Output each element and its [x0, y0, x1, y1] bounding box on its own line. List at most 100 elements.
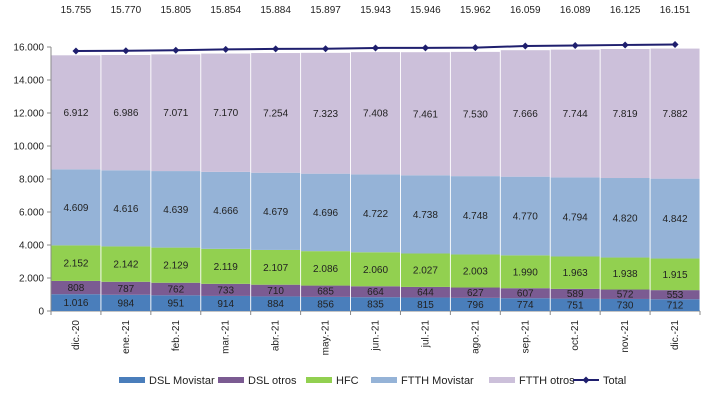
bar-segment: [51, 280, 101, 295]
segment-label: 796: [467, 300, 484, 311]
segment-label: 1.990: [513, 267, 538, 278]
segment-label: 4.738: [413, 210, 438, 221]
segment-label: 7.461: [413, 109, 438, 120]
segment-label: 984: [118, 298, 135, 309]
bar-segment: [351, 52, 400, 175]
legend-marker: [582, 376, 590, 384]
total-label: 15.770: [111, 5, 142, 16]
legend-label: DSL Movistar: [149, 375, 215, 387]
total-point: [372, 44, 379, 52]
bar-segment: [500, 288, 550, 299]
legend-label: HFC: [336, 375, 359, 387]
x-tick-label: abr.-21: [271, 320, 282, 352]
segment-label: 664: [367, 287, 384, 298]
segment-label: 2.119: [214, 262, 239, 273]
segment-label: 7.666: [513, 109, 538, 120]
segment-label: 1.963: [563, 268, 588, 279]
segment-label: 2.086: [313, 264, 338, 275]
bar-segment: [51, 294, 101, 311]
bar-segment: [650, 290, 700, 300]
segment-label: 4.696: [313, 208, 338, 219]
total-point: [671, 41, 679, 49]
bar-segment: [101, 55, 151, 171]
total-point: [471, 44, 479, 52]
bar-segment: [101, 170, 151, 247]
segment-label: 787: [118, 284, 135, 295]
segment-label: 751: [567, 300, 584, 311]
segment-label: 1.016: [63, 298, 88, 309]
bar-segment: [251, 284, 301, 297]
bar-segment: [151, 247, 201, 283]
segment-label: 7.254: [263, 108, 288, 119]
segment-label: 7.323: [313, 109, 338, 120]
x-tick-label: ene.-21: [121, 320, 132, 354]
total-label: 16.125: [610, 5, 641, 16]
bar-segment: [251, 53, 301, 173]
segment-label: 4.609: [63, 203, 88, 214]
bar-segment: [450, 176, 500, 255]
bar-segment: [151, 171, 201, 248]
segment-label: 2.129: [163, 261, 188, 272]
legend-swatch: [218, 377, 244, 383]
segment-label: 6.986: [113, 108, 138, 119]
total-label: 16.059: [510, 5, 541, 16]
bar-segment: [151, 282, 201, 296]
bar-segment: [600, 257, 650, 290]
x-tick-label: dic.-20: [71, 320, 82, 350]
bar-segment: [351, 297, 400, 311]
bar-segment: [650, 258, 700, 291]
bar-segment: [101, 294, 151, 311]
segment-label: 7.882: [663, 109, 688, 120]
segment-label: 4.842: [663, 214, 688, 225]
segment-label: 914: [217, 299, 234, 310]
segment-label: 1.938: [613, 269, 638, 280]
bar-segment: [251, 249, 301, 285]
bar-segment: [500, 176, 550, 256]
segment-label: 7.819: [613, 109, 638, 120]
bar-segment: [600, 178, 650, 258]
segment-labels: 1.016 808 2.152 4.609 6.912 984 787 2.142 4.616 6…: [63, 108, 688, 312]
bar-segment: [351, 286, 400, 298]
segment-label: 1.915: [663, 270, 688, 281]
bar-segment: [600, 289, 650, 299]
y-tick-label: 14.000: [13, 76, 44, 87]
segment-label: 7.530: [463, 110, 488, 121]
segment-label: 730: [617, 300, 634, 311]
x-tick-label: oct.-21: [570, 320, 581, 351]
legend-label: FTTH otros: [519, 375, 575, 387]
legend-swatch: [371, 377, 397, 383]
total-point: [122, 47, 130, 55]
segment-label: 4.794: [563, 212, 588, 223]
segment-label: 4.748: [463, 211, 488, 222]
x-tick-label: feb.-21: [171, 320, 182, 352]
segment-label: 6.912: [63, 108, 88, 119]
total-point: [222, 45, 230, 53]
y-tick-label: 10.000: [13, 142, 44, 153]
segment-label: 7.408: [363, 109, 388, 120]
bar-segment: [301, 285, 351, 297]
segment-label: 2.027: [413, 266, 438, 277]
bar-segment: [201, 53, 251, 172]
segment-label: 7.071: [163, 108, 188, 119]
segment-label: 627: [467, 288, 484, 299]
bar-segment: [301, 173, 351, 252]
segment-label: 2.107: [263, 263, 288, 274]
segment-label: 856: [317, 299, 334, 310]
legend-label: Total: [603, 375, 626, 387]
total-label: 15.897: [310, 5, 341, 16]
segment-label: 589: [567, 289, 584, 300]
total-point: [421, 44, 429, 52]
bar-segment: [550, 177, 600, 257]
segment-label: 2.060: [363, 265, 388, 276]
bar-segment: [201, 283, 251, 296]
segment-label: 808: [68, 283, 85, 294]
bar-segment: [650, 299, 700, 311]
segment-label: 4.639: [163, 205, 188, 216]
bar-segment: [251, 296, 301, 311]
segment-label: 553: [667, 290, 684, 301]
y-tick-label: 4.000: [19, 241, 44, 252]
bar-segment: [301, 52, 351, 174]
segment-label: 572: [617, 290, 634, 301]
segment-label: 644: [417, 288, 434, 299]
